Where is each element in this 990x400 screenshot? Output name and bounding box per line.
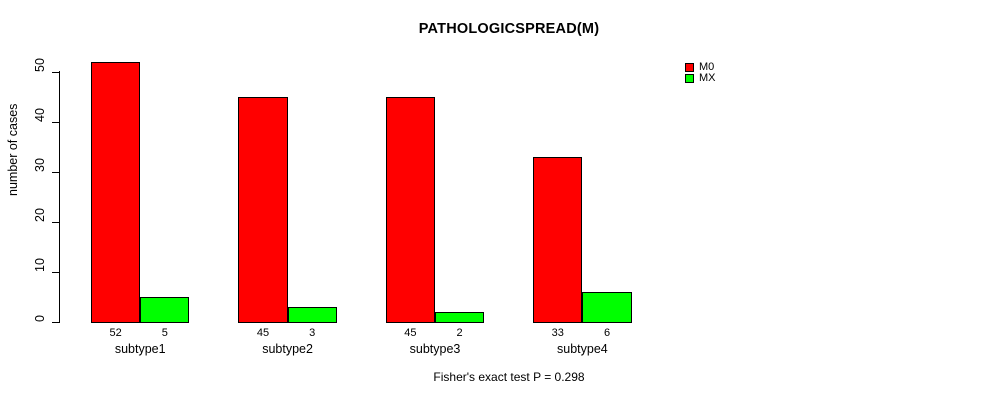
y-axis-tick: [52, 171, 59, 173]
bar-mx-subtype2: [287, 307, 337, 324]
category-label-subtype4: subtype4: [557, 342, 608, 356]
y-axis-tick: [52, 71, 59, 73]
bar-value-label: 3: [309, 327, 316, 339]
legend-label: M0: [699, 61, 715, 73]
y-axis-tick: [52, 221, 59, 223]
bar-mx-subtype3: [435, 312, 485, 324]
bar-value-label: 6: [603, 327, 611, 339]
bar-value-label: 33: [551, 327, 564, 339]
stat-note: Fisher's exact test P = 0.298: [433, 370, 585, 384]
category-label-subtype2: subtype2: [262, 342, 313, 356]
bar-value-label: 52: [109, 327, 122, 339]
y-axis-line: [59, 71, 60, 323]
legend-label: MX: [699, 72, 716, 84]
bar-value-label: 45: [404, 327, 417, 339]
bar-m0-subtype4: [533, 156, 583, 324]
legend-entry-mx: MX: [685, 72, 716, 84]
bar-m0-subtype1: [91, 61, 141, 324]
bar-value-label: 45: [256, 327, 270, 339]
y-axis-tick: [52, 322, 59, 324]
bar-m0-subtype3: [385, 96, 435, 324]
chart-title: PATHOLOGICSPREAD(M): [418, 21, 600, 37]
bar-value-label: 2: [456, 327, 463, 339]
y-axis-tick: [52, 272, 59, 274]
bar-m0-subtype2: [238, 96, 288, 324]
legend-swatch-m0-icon: [685, 62, 694, 72]
y-axis-tick: [52, 121, 59, 123]
bar-value-label: 5: [161, 327, 168, 339]
category-label-subtype1: subtype1: [114, 342, 166, 356]
bar-mx-subtype1: [140, 297, 190, 324]
legend: M0 MX: [685, 62, 716, 84]
legend-entry-m0: M0: [685, 61, 716, 73]
category-label-subtype3: subtype3: [409, 342, 461, 356]
legend-swatch-mx-icon: [685, 73, 694, 83]
bar-mx-subtype4: [582, 292, 632, 324]
